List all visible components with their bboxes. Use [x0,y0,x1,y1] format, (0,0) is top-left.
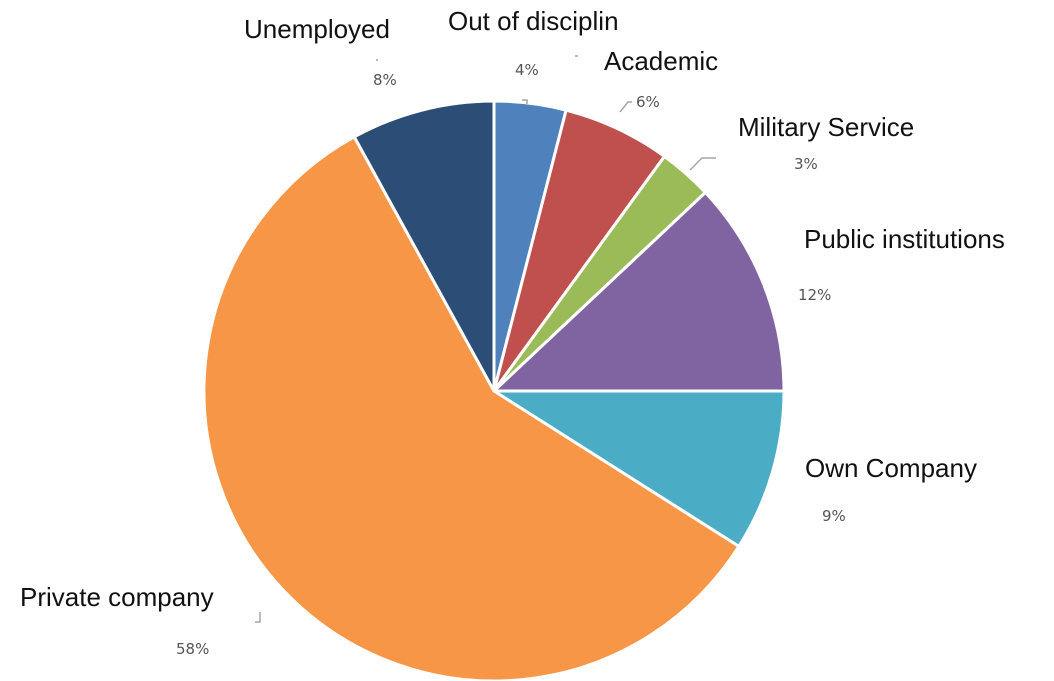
pie-slices [202,99,786,681]
value-private-company: 58% [176,640,209,658]
value-own-company: 9% [822,507,846,525]
label-own-company: Own Company [805,453,977,483]
slice-private-company [202,135,741,681]
slice-own-company [492,389,786,548]
label-unemployed: Unemployed [244,14,390,44]
value-unemployed: 8% [373,71,397,89]
leader-line-out-of-disciplin [522,99,528,104]
label-private-company: Private company [20,582,214,612]
value-public-institutions: 12% [798,286,831,304]
leader-lines [255,55,716,623]
value-academic: 6% [636,93,660,111]
leader-line-academic-slice [619,101,632,113]
slice-unemployed [352,99,496,393]
label-out-of-disciplin: Out of disciplin [448,6,619,36]
label-academic: Academic [604,46,718,76]
value-military-service: 3% [794,155,818,173]
slice-public-institutions [492,190,786,393]
value-out-of-disciplin: 4% [515,61,539,79]
label-military-service: Military Service [738,112,914,142]
leader-line-private-company [255,612,261,623]
label-public-institutions: Public institutions [804,224,1005,254]
leader-line-military-service [689,157,716,171]
